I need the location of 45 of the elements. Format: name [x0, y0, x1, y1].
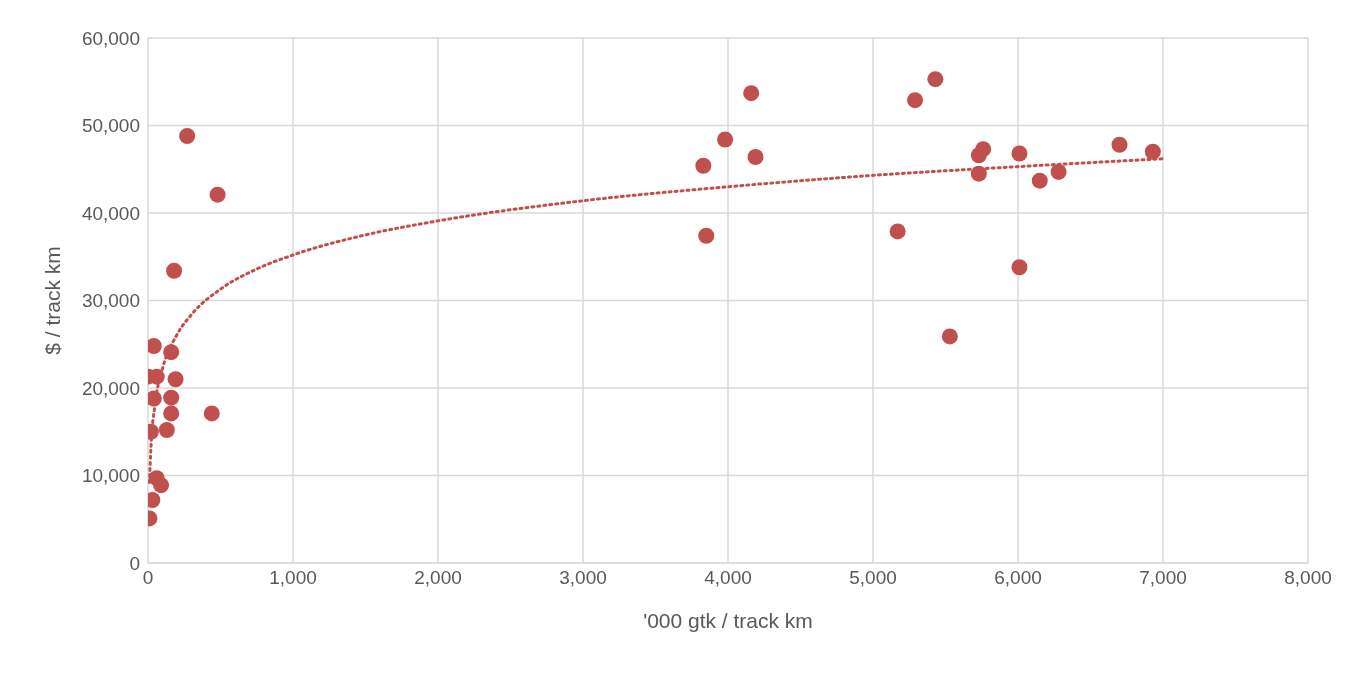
point	[166, 262, 183, 279]
point	[975, 141, 992, 158]
point	[743, 85, 760, 102]
point	[907, 92, 924, 109]
x-tick-label: 1,000	[269, 567, 317, 589]
point	[717, 131, 734, 148]
point	[970, 165, 987, 182]
point	[1011, 259, 1028, 276]
point	[153, 477, 170, 494]
y-tick-label: 0	[129, 552, 140, 574]
point	[163, 405, 180, 422]
x-tick-label: 5,000	[849, 567, 897, 589]
point	[927, 71, 944, 88]
y-tick-label: 10,000	[81, 465, 140, 487]
point	[203, 405, 220, 422]
x-tick-label: 3,000	[559, 567, 607, 589]
x-tick-label: 0	[142, 567, 154, 589]
point	[1031, 172, 1048, 189]
point	[941, 328, 958, 345]
y-tick-label: 20,000	[81, 377, 140, 399]
point	[158, 422, 175, 438]
x-tick-label: 6,000	[994, 567, 1042, 589]
y-tick-label: 40,000	[81, 202, 140, 224]
x-tick-label: 2,000	[414, 567, 462, 589]
point	[163, 389, 180, 406]
point	[698, 227, 715, 244]
point	[695, 157, 712, 174]
point	[179, 128, 196, 144]
x-tick-label: 7,000	[1139, 567, 1187, 589]
point	[1050, 163, 1067, 180]
x-axis-title: '000 gtk / track km	[643, 609, 813, 632]
y-tick-label: 30,000	[81, 290, 140, 312]
x-tick-label: 8,000	[1284, 567, 1332, 589]
point	[1011, 145, 1028, 162]
point	[747, 149, 764, 165]
point	[1144, 143, 1161, 160]
y-tick-label: 50,000	[81, 115, 140, 137]
point	[1111, 136, 1128, 153]
point	[889, 223, 906, 240]
x-tick-label: 4,000	[704, 567, 752, 589]
y-axis-title: $ / track km	[41, 246, 65, 355]
point	[209, 186, 226, 203]
y-tick-label: 60,000	[81, 27, 140, 49]
point	[163, 344, 180, 361]
point	[167, 371, 184, 388]
